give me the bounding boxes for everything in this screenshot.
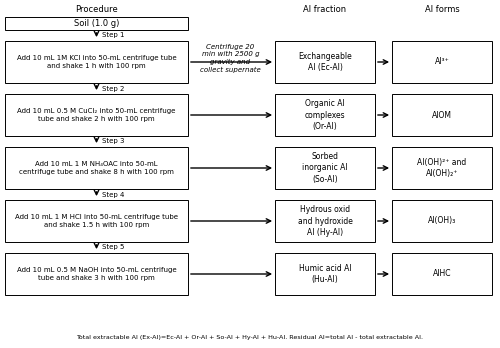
Bar xyxy=(275,94,375,136)
Bar xyxy=(392,253,492,295)
Text: Step 1: Step 1 xyxy=(102,32,125,39)
Text: Hydrous oxid
and hydroxide
Al (Hy-Al): Hydrous oxid and hydroxide Al (Hy-Al) xyxy=(298,205,352,237)
Bar xyxy=(392,147,492,189)
Text: Organic Al
complexes
(Or-Al): Organic Al complexes (Or-Al) xyxy=(304,100,346,130)
Text: AlHC: AlHC xyxy=(433,269,451,278)
Text: Procedure: Procedure xyxy=(75,5,118,14)
Text: Step 3: Step 3 xyxy=(102,139,125,144)
Bar xyxy=(5,41,188,83)
Text: Add 10 mL 0.5 M NaOH into 50-mL centrifuge
tube and shake 3 h with 100 rpm: Add 10 mL 0.5 M NaOH into 50-mL centrifu… xyxy=(16,267,176,281)
Text: Step 4: Step 4 xyxy=(102,191,125,198)
Text: Add 10 mL 0.5 M CuCl₂ into 50-mL centrifuge
tube and shake 2 h with 100 rpm: Add 10 mL 0.5 M CuCl₂ into 50-mL centrif… xyxy=(18,108,175,122)
Text: Al(OH)²⁺ and
Al(OH)₂⁺: Al(OH)²⁺ and Al(OH)₂⁺ xyxy=(418,158,467,178)
Text: Humic acid Al
(Hu-Al): Humic acid Al (Hu-Al) xyxy=(298,264,352,284)
Bar xyxy=(392,200,492,242)
Text: Total extractable Al (Ex-Al)=Ec-Al + Or-Al + So-Al + Hy-Al + Hu-Al. Residual Al=: Total extractable Al (Ex-Al)=Ec-Al + Or-… xyxy=(76,335,424,340)
Bar xyxy=(5,17,188,30)
Bar xyxy=(5,253,188,295)
Bar xyxy=(275,200,375,242)
Text: Sorbed
inorganic Al
(So-Al): Sorbed inorganic Al (So-Al) xyxy=(302,152,348,184)
Text: Add 10 mL 1 M NH₄OAC into 50-mL
centrifuge tube and shake 8 h with 100 rpm: Add 10 mL 1 M NH₄OAC into 50-mL centrifu… xyxy=(19,161,174,175)
Text: Add 10 mL 1 M HCl into 50-mL centrifuge tube
and shake 1.5 h with 100 rpm: Add 10 mL 1 M HCl into 50-mL centrifuge … xyxy=(15,214,178,228)
Text: Exchangeable
Al (Ec-Al): Exchangeable Al (Ec-Al) xyxy=(298,52,352,72)
Text: Step 2: Step 2 xyxy=(102,86,125,92)
Bar xyxy=(275,41,375,83)
Text: Al fraction: Al fraction xyxy=(304,5,346,14)
Bar xyxy=(392,41,492,83)
Bar xyxy=(5,94,188,136)
Text: Al³⁺: Al³⁺ xyxy=(434,57,450,66)
Text: Soil (1.0 g): Soil (1.0 g) xyxy=(74,19,119,28)
Text: Step 5: Step 5 xyxy=(102,245,125,251)
Text: Al forms: Al forms xyxy=(424,5,460,14)
Text: Centrifuge 20
min with 2500 g
gravity and
collect supernate: Centrifuge 20 min with 2500 g gravity an… xyxy=(200,44,261,72)
Text: AlOM: AlOM xyxy=(432,111,452,119)
Bar xyxy=(392,94,492,136)
Text: Add 10 mL 1M KCl into 50-mL centrifuge tube
and shake 1 h with 100 rpm: Add 10 mL 1M KCl into 50-mL centrifuge t… xyxy=(16,55,176,69)
Bar xyxy=(275,253,375,295)
Bar xyxy=(5,200,188,242)
Bar xyxy=(5,147,188,189)
Text: Al(OH)₃: Al(OH)₃ xyxy=(428,216,456,226)
Bar xyxy=(275,147,375,189)
